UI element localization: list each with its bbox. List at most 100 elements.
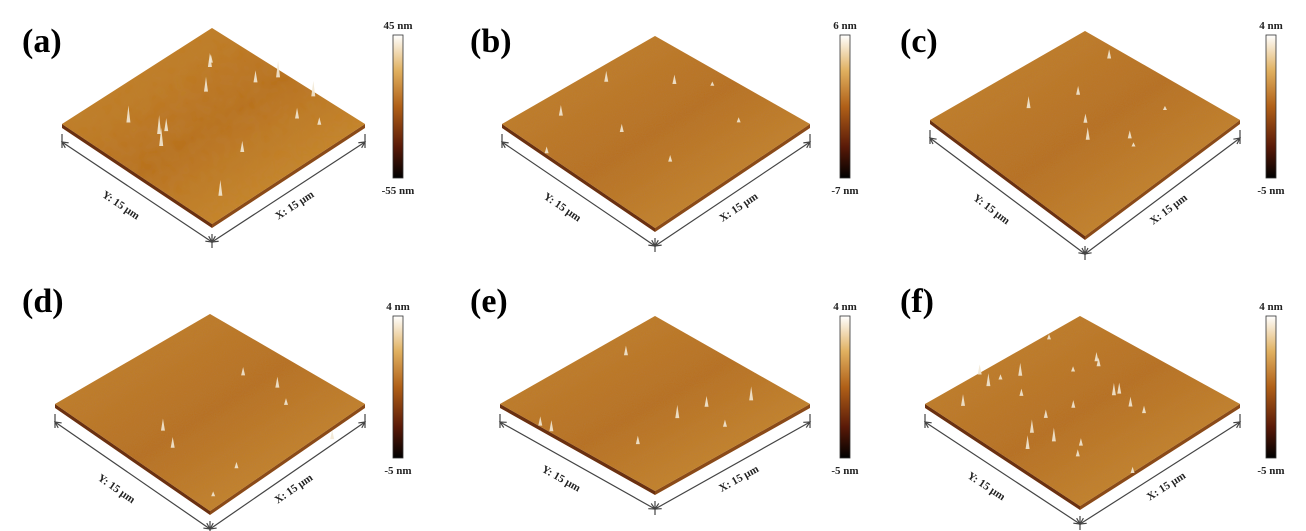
surface-peak [1046,334,1051,340]
axis-arrow [923,421,932,429]
surface-peak [311,80,316,97]
surface-peak [1094,352,1099,362]
y-axis-line [929,137,1086,255]
surface-peak [538,416,543,426]
surface-edge-left [925,404,1080,510]
surface-peak [1131,142,1136,147]
axis-arrow [1078,517,1087,525]
x-axis-line [209,421,366,530]
colorbar-max-label: 4 nm [833,301,857,313]
surface-peak [295,107,300,119]
height-colorbar [1265,315,1277,459]
surface-peak [1083,113,1088,123]
afm-panel-b: (b) Y: 15 μm X: 15 μm 6 nm -7 nm [470,20,859,252]
y-axis-line [501,141,656,247]
surface-peak [1071,400,1076,408]
surface-edge-right [1085,120,1240,240]
surface-peak [1128,396,1133,407]
surface-peak [1111,382,1116,396]
axis-arrow [653,239,662,247]
afm-surface [500,316,810,491]
axis-arrow [653,503,662,510]
colorbar-min-label: -7 nm [831,185,858,197]
y-axis-label: Y: 15 μm [95,472,137,506]
surface-peak [276,60,281,78]
colorbar-min-label: -5 nm [1257,185,1284,197]
axis-arrow [358,421,367,429]
x-axis-label: X: 15 μm [272,472,315,507]
x-axis-line [1079,421,1241,525]
axis-arrow [210,235,219,243]
colorbar-max-label: 4 nm [1259,301,1283,313]
surface-peak [170,437,175,448]
surface-peak [1107,49,1112,59]
axis-arrow [803,421,812,428]
surface-peak [1162,105,1167,111]
axis-arrow [358,141,367,149]
colorbar-min-label: -5 nm [1257,465,1284,477]
surface-peak [234,461,239,469]
surface-peak [275,376,280,388]
height-colorbar [839,315,851,459]
surface-peak [675,404,680,419]
surface-peak [749,386,754,401]
surface-edge-left [502,124,655,232]
x-axis-label: X: 15 μm [717,463,761,495]
panel-label: (e) [470,283,508,320]
surface-peak [1127,130,1132,139]
y-axis-line [499,421,656,510]
surface-peak [330,430,335,440]
afm-panel-e: (e) Y: 15 μm X: 15 μm 4 nm -5 nm [470,283,859,515]
axis-arrow [60,141,69,149]
colorbar-max-label: 4 nm [1259,20,1283,32]
surface-peak [160,418,165,431]
surface-peak [1142,405,1147,414]
surface-peak [1029,419,1034,433]
surface-peak [203,76,208,92]
height-colorbar [839,34,851,179]
surface-peak [998,374,1003,380]
surface-peak [736,117,741,123]
x-axis-label: X: 15 μm [717,190,760,224]
surface-peak [1018,362,1023,376]
surface-peak [672,74,677,84]
afm-surface [930,31,1240,236]
afm-panel-f: (f) Y: 15 μm X: 15 μm 4 nm -5 nm [900,283,1285,530]
x-axis-line [654,141,811,247]
y-axis-label: Y: 15 μm [100,189,142,223]
surface-peak [1019,388,1024,396]
surface-peak [544,146,549,154]
surface-peak [208,54,213,63]
y-axis-label: Y: 15 μm [541,191,583,225]
surface-peak [1043,409,1048,418]
height-colorbar [392,34,404,179]
surface-peak [986,373,991,387]
x-axis-line [654,421,811,510]
surface-peak [604,70,609,82]
surface-peak [241,367,246,376]
surface-peak [623,345,628,356]
afm-surface [55,314,365,511]
surface-peak [1117,382,1122,394]
surface-peak [1075,449,1080,457]
afm-surface [62,28,365,224]
surface-edge-right [655,124,810,232]
colorbar-min-label: -5 nm [384,465,411,477]
surface-peak [1085,127,1090,140]
surface-peak [1078,438,1083,446]
surface-peak [635,435,640,445]
surface-peak [1025,435,1030,449]
surface-edge-left [62,124,212,228]
colorbar-max-label: 45 nm [383,20,412,32]
axis-arrow [803,141,812,149]
afm-surface [925,316,1240,506]
y-axis-line [54,421,211,530]
x-axis-label: X: 15 μm [1145,470,1188,504]
y-axis-line [61,141,213,243]
y-axis-label: Y: 15 μm [540,463,583,494]
height-colorbar [1265,34,1277,179]
surface-peak [558,104,563,116]
surface-peak [164,118,169,132]
surface-peak [159,127,164,146]
